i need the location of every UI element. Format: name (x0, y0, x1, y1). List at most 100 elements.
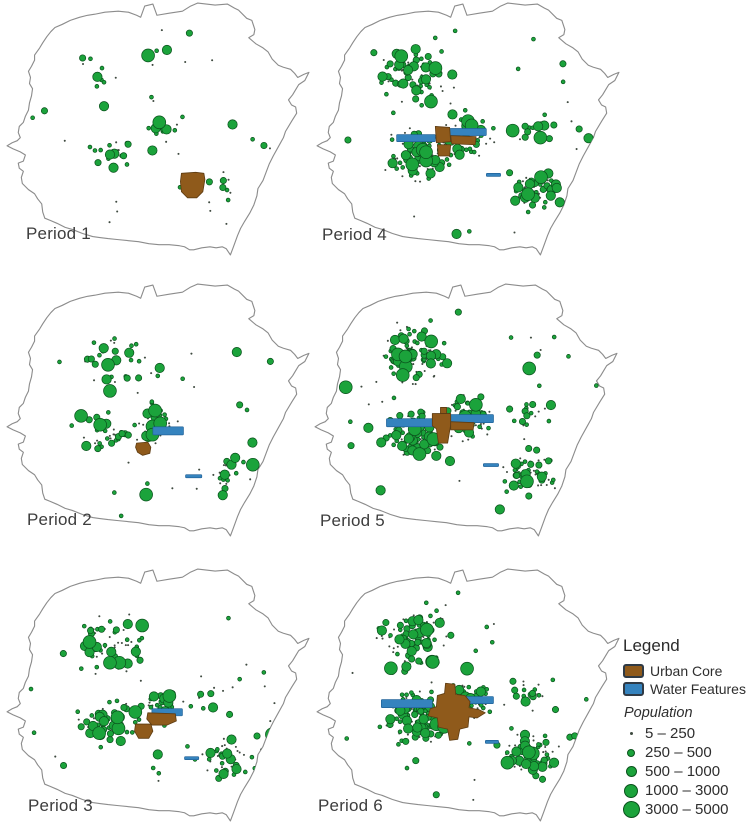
population-dot (200, 706, 206, 711)
population-dot (211, 59, 214, 62)
population-dot (226, 734, 237, 745)
population-dot (124, 431, 132, 439)
population-dot (124, 140, 132, 148)
population-dot (87, 626, 95, 635)
population-dot (208, 702, 219, 713)
population-dot (551, 334, 557, 340)
population-dot (59, 650, 67, 658)
population-dot (471, 149, 477, 155)
population-dot (512, 692, 520, 700)
population-dot (533, 121, 544, 132)
population-dots (57, 336, 274, 519)
population-dot (452, 86, 455, 89)
population-dot (434, 617, 445, 628)
population-dot (447, 69, 458, 80)
population-dot (503, 703, 506, 706)
population-dot (513, 765, 516, 768)
population-dot (400, 438, 403, 441)
population-dot (521, 187, 535, 202)
population-dot (525, 209, 531, 215)
population-dot (128, 613, 131, 616)
population-dot (522, 684, 525, 687)
population-dot (533, 446, 541, 454)
population-dot (397, 729, 403, 735)
population-dot (454, 124, 457, 127)
population-dot (399, 329, 402, 332)
population-dot (467, 229, 472, 234)
population-dot (154, 702, 160, 708)
population-dot (482, 422, 485, 425)
population-dot (382, 619, 390, 627)
population-dot (93, 417, 107, 432)
population-section-title: Population (624, 705, 693, 721)
population-dot (429, 740, 432, 743)
population-dot (40, 107, 48, 115)
population-dot (428, 318, 433, 323)
population-dot (148, 704, 154, 710)
population-dot (478, 154, 481, 157)
population-dot (429, 689, 434, 695)
population-dot (175, 123, 178, 126)
population-dot (384, 168, 387, 171)
population-dot (403, 618, 409, 624)
population-dot (512, 467, 518, 473)
population-dot (542, 112, 547, 118)
population-dot (445, 123, 448, 127)
population-dot (247, 437, 258, 448)
population-dot (367, 403, 370, 406)
population-dot (415, 340, 420, 346)
population-dot (571, 732, 579, 740)
urban-core (450, 135, 477, 146)
population-dot (560, 79, 566, 85)
map-period-label: Period 3 (28, 796, 93, 815)
population-dot (469, 397, 483, 412)
population-dot (403, 64, 414, 76)
population-dot (509, 677, 517, 685)
population-dot (454, 409, 457, 412)
population-dot (539, 348, 542, 352)
population-dot (402, 618, 405, 621)
population-dot (424, 94, 438, 109)
population-dot (475, 686, 486, 697)
population-dot (521, 122, 529, 130)
population-dot (432, 35, 438, 41)
population-dot (388, 633, 393, 638)
population-dot (542, 751, 545, 754)
population-dot (520, 696, 531, 707)
population-dot (516, 733, 519, 736)
population-dot (198, 468, 201, 471)
population-dot (150, 765, 156, 771)
population-dot (542, 733, 548, 739)
population-dot (231, 764, 242, 775)
population-dot (412, 95, 420, 103)
population-dot (213, 686, 216, 689)
population-dot (506, 169, 514, 177)
population-dot (129, 343, 134, 349)
population-dot (165, 140, 168, 143)
population-dot (106, 730, 114, 738)
population-dot (214, 768, 219, 773)
population-dot (455, 590, 461, 596)
population-dot (81, 623, 87, 629)
population-dot (222, 689, 225, 692)
population-dot (423, 369, 426, 373)
population-dot (547, 478, 550, 481)
population-dot (107, 142, 112, 148)
population-dot (513, 182, 524, 193)
population-dot (486, 425, 491, 431)
population-dot (227, 119, 238, 130)
population-dot (427, 84, 432, 90)
population-dot (94, 664, 100, 670)
map-canvas-period-5 (314, 283, 618, 537)
population-class-label: 5 – 250 (645, 725, 696, 742)
population-dot (458, 479, 461, 482)
population-dot (398, 333, 409, 344)
population-dot (363, 422, 374, 433)
map-content (57, 336, 274, 519)
population-dot (417, 707, 425, 715)
population-dot (269, 720, 272, 723)
population-dot (500, 755, 515, 770)
population-dot (401, 142, 404, 145)
population-dot (223, 744, 226, 747)
